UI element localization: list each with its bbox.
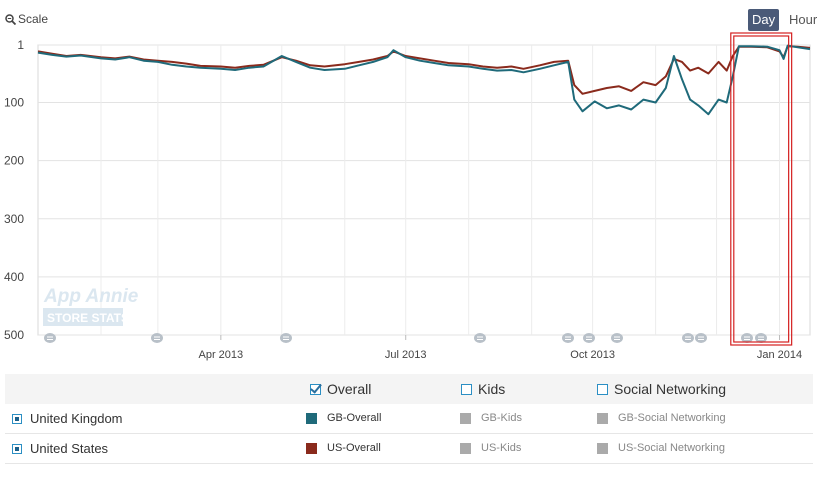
us-overall-swatch [306, 442, 317, 454]
hour-button[interactable]: Hour [789, 12, 818, 27]
social-networking-checkbox[interactable] [597, 383, 608, 395]
event-marker-icon[interactable] [611, 333, 623, 343]
series-gb-social[interactable]: GB-Social Networking [597, 412, 726, 424]
series-gb-kids[interactable]: GB-Kids [460, 412, 522, 424]
series-us-overall[interactable]: US-Overall [306, 442, 381, 454]
plot-frame [37, 44, 811, 336]
country-uk[interactable]: United Kingdom [12, 411, 123, 426]
highlight-inner-box [733, 35, 790, 343]
series-line-gb-overall [37, 44, 811, 116]
y-tick-label: 400 [4, 270, 24, 284]
gb-social-swatch [597, 412, 608, 424]
x-axis-ticks: Apr 2013 Jul 2013 Oct 2013 Jan 2014 [199, 335, 802, 361]
watermark-logo: App Annie STORE STATS [43, 286, 139, 326]
us-overall-label: US-Overall [327, 442, 381, 454]
series-line-us-overall [37, 45, 811, 95]
x-tick-label: Jul 2013 [385, 349, 427, 361]
rank-chart: 1 100 200 300 400 500 Apr 2013 Jul 2013 Oct 201… [4, 32, 811, 361]
kids-label: Kids [478, 381, 506, 397]
event-marker-icon[interactable] [583, 333, 595, 343]
watermark-line1: App Annie [43, 286, 139, 307]
x-tick-label: Apr 2013 [199, 349, 244, 361]
series-us-social[interactable]: US-Social Networking [597, 442, 725, 454]
us-checkbox[interactable] [12, 443, 22, 454]
us-kids-label: US-Kids [481, 442, 522, 454]
category-social-networking[interactable]: Social Networking [597, 381, 726, 397]
country-us[interactable]: United States [12, 441, 108, 456]
y-tick-label: 500 [4, 328, 24, 342]
y-tick-label: 100 [4, 96, 24, 110]
event-marker-icon[interactable] [562, 333, 574, 343]
x-tick-label: Oct 2013 [570, 349, 615, 361]
event-marker-icon[interactable] [755, 333, 767, 343]
highlight-box [730, 32, 793, 346]
day-button[interactable]: Day [748, 9, 780, 31]
legend-table: Overall Kids Social Networking United Ki… [5, 374, 813, 464]
event-marker-icon[interactable] [695, 333, 707, 343]
us-label: United States [30, 441, 109, 456]
x-tick-label: Jan 2014 [757, 349, 802, 361]
y-tick-label: 1 [17, 38, 24, 52]
event-marker-icon[interactable] [151, 333, 163, 343]
us-social-label: US-Social Networking [618, 442, 725, 454]
us-kids-swatch [460, 442, 471, 454]
watermark-band [43, 308, 123, 326]
gb-kids-label: GB-Kids [481, 412, 522, 424]
chart-grid [37, 44, 811, 336]
series-us-kids[interactable]: US-Kids [460, 442, 521, 454]
uk-label: United Kingdom [30, 411, 123, 426]
category-overall[interactable]: Overall [310, 381, 371, 397]
zoom-icon [5, 13, 16, 25]
event-marker-icon[interactable] [741, 333, 753, 343]
overall-checkbox[interactable] [310, 383, 321, 395]
highlight-outer-box [730, 32, 793, 346]
scale-button[interactable]: Scale [5, 12, 48, 26]
social-networking-label: Social Networking [614, 381, 727, 397]
legend-header: Overall Kids Social Networking [5, 374, 813, 404]
event-marker-icon[interactable] [44, 333, 56, 343]
gb-overall-swatch [306, 412, 317, 424]
event-marker-icon[interactable] [280, 333, 292, 343]
overall-label: Overall [327, 381, 372, 397]
gb-social-label: GB-Social Networking [618, 412, 726, 424]
legend-row-us: United States US-Overall US-Kids US-Soci… [5, 434, 813, 464]
us-social-swatch [597, 442, 608, 454]
gb-kids-swatch [460, 412, 471, 424]
scale-label: Scale [18, 12, 49, 26]
event-marker-icon[interactable] [682, 333, 694, 343]
gb-overall-label: GB-Overall [327, 412, 382, 424]
legend-row-uk: United Kingdom GB-Overall GB-Kids GB-Soc… [5, 404, 813, 434]
series-gb-overall[interactable]: GB-Overall [306, 412, 381, 424]
event-markers [44, 333, 767, 343]
series-lines [37, 44, 811, 116]
y-axis-ticks: 1 100 200 300 400 500 [4, 38, 24, 342]
watermark-line2: STORE STATS [47, 311, 129, 325]
kids-checkbox[interactable] [461, 383, 472, 395]
y-tick-label: 300 [4, 212, 24, 226]
uk-checkbox[interactable] [12, 413, 22, 424]
y-tick-label: 200 [4, 154, 24, 168]
event-marker-icon[interactable] [474, 333, 486, 343]
category-kids[interactable]: Kids [461, 381, 505, 397]
